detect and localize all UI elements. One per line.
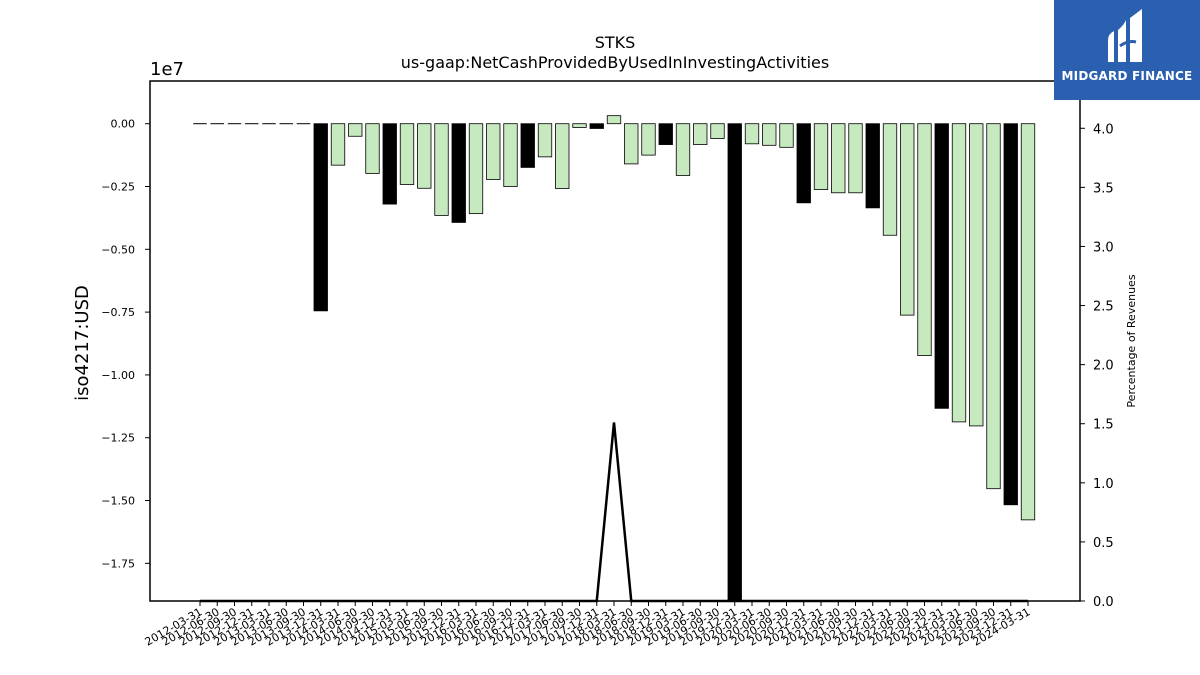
y-offset-label: 1e7 bbox=[150, 59, 184, 80]
bar bbox=[882, 123, 898, 236]
bar bbox=[675, 123, 691, 176]
bar bbox=[555, 123, 570, 189]
bar bbox=[468, 123, 484, 215]
chart-subtitle: us-gaap:NetCashProvidedByUsedInInvesting… bbox=[401, 53, 829, 72]
bar bbox=[934, 123, 949, 409]
logo-text: MIDGARD FINANCE bbox=[1061, 69, 1193, 83]
y2-tick-label: 3.5 bbox=[1093, 181, 1114, 196]
y2-tick-label: 0.0 bbox=[1093, 595, 1114, 610]
bar bbox=[313, 123, 328, 312]
midgard-logo-icon bbox=[1108, 9, 1142, 62]
plot-frame bbox=[149, 80, 1081, 602]
bar bbox=[917, 123, 932, 356]
bar bbox=[969, 123, 984, 427]
ratio-line-path bbox=[200, 422, 1028, 603]
bar bbox=[727, 123, 742, 602]
y-tick-label: −1.50 bbox=[101, 495, 135, 508]
y2-tick-label: 3.0 bbox=[1093, 240, 1114, 255]
y2-ticks: 0.0 0.5 1.0 1.5 2.0 2.5 3.0 3.5 4.0 bbox=[1080, 122, 1114, 610]
bar bbox=[986, 123, 1001, 490]
bar bbox=[330, 123, 346, 166]
y2-tick-label: 1.0 bbox=[1093, 477, 1114, 492]
chart-title: STKS bbox=[595, 33, 636, 52]
bar bbox=[693, 123, 708, 145]
bar bbox=[365, 123, 380, 174]
bar bbox=[537, 123, 553, 158]
y-tick-label: −1.00 bbox=[101, 369, 135, 382]
brand-logo: MIDGARD FINANCE bbox=[1054, 0, 1200, 100]
bar bbox=[900, 123, 915, 316]
y-tick-label: −1.75 bbox=[101, 557, 135, 570]
bar bbox=[503, 123, 518, 187]
bar bbox=[813, 123, 829, 190]
y2-axis-label: Percentage of Revenues bbox=[1125, 274, 1138, 407]
bar bbox=[399, 123, 415, 185]
y2-tick-label: 1.5 bbox=[1093, 418, 1114, 433]
bar bbox=[520, 123, 535, 168]
ratio-line bbox=[200, 422, 1028, 603]
bar bbox=[1003, 123, 1018, 506]
bar bbox=[1020, 123, 1036, 521]
x-ticks: 2012-03-312012-06-302012-09-302012-12-31… bbox=[143, 601, 1033, 649]
bar bbox=[589, 123, 604, 129]
bar bbox=[762, 123, 777, 146]
y-tick-label: −0.75 bbox=[101, 306, 135, 319]
bar bbox=[744, 123, 760, 145]
y-tick-label: 0.00 bbox=[111, 118, 136, 131]
y2-tick-label: 0.5 bbox=[1093, 536, 1114, 551]
y2-tick-label: 2.0 bbox=[1093, 359, 1114, 374]
bar bbox=[624, 123, 639, 165]
y-tick-label: −1.25 bbox=[101, 432, 135, 445]
y-ticks: 0.00 −0.25 −0.50 −0.75 −1.00 −1.25 −1.50 −1.75 bbox=[101, 118, 150, 570]
bar bbox=[382, 123, 397, 205]
bar bbox=[831, 123, 846, 194]
bar bbox=[710, 123, 725, 139]
y2-tick-label: 4.0 bbox=[1093, 122, 1114, 137]
bar bbox=[796, 123, 811, 204]
bar bbox=[434, 123, 449, 216]
y-tick-label: −0.50 bbox=[101, 243, 135, 256]
bars bbox=[193, 115, 1036, 602]
bar bbox=[658, 123, 673, 145]
bar bbox=[951, 123, 967, 423]
y2-tick-label: 2.5 bbox=[1093, 300, 1114, 315]
bar bbox=[348, 123, 363, 137]
y-axis-label: iso4217:USD bbox=[72, 285, 93, 401]
bar bbox=[606, 115, 622, 125]
bar bbox=[865, 123, 880, 209]
bar bbox=[572, 123, 587, 128]
bar bbox=[417, 123, 432, 189]
bar bbox=[641, 123, 656, 156]
bar bbox=[779, 123, 794, 148]
bar bbox=[451, 123, 466, 223]
bar bbox=[486, 123, 501, 180]
y-tick-label: −0.25 bbox=[101, 181, 135, 194]
bar bbox=[848, 123, 863, 194]
